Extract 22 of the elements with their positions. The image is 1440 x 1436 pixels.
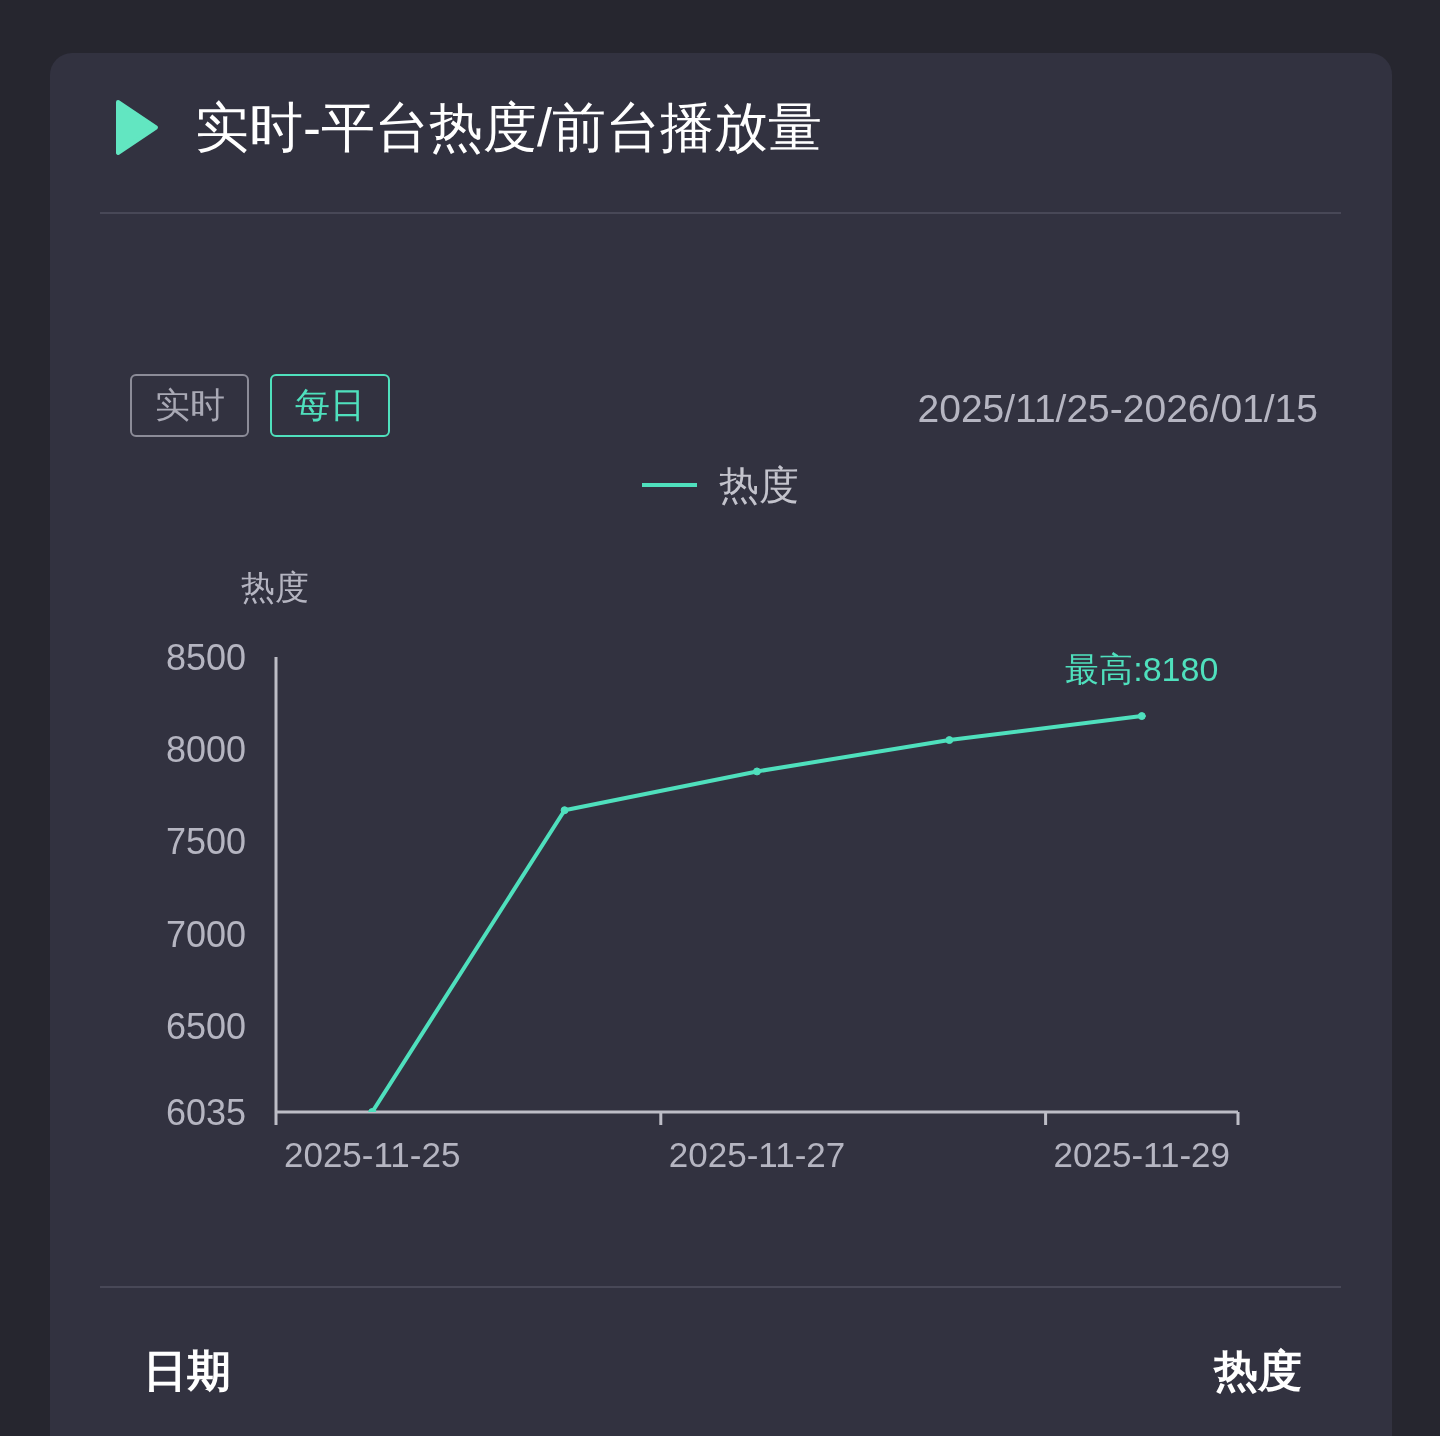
y-tick-label: 7000 bbox=[165, 913, 246, 955]
chart-subtitle: 2025/11/25-2026/01/15 bbox=[917, 386, 1318, 432]
y-tick-label: 8000 bbox=[165, 729, 246, 771]
point bbox=[560, 806, 569, 815]
x-tick-label: 2025-11-25 bbox=[283, 1135, 461, 1175]
y-tick-label: 6500 bbox=[165, 1005, 246, 1047]
legend-label: 热度 bbox=[718, 462, 799, 509]
x-tick-label: 2025-11-29 bbox=[1053, 1135, 1231, 1175]
y-tick-label: 6035 bbox=[165, 1091, 246, 1133]
annotation: 最高:8180 bbox=[1065, 650, 1219, 689]
text: 实时 bbox=[130, 374, 249, 437]
point bbox=[945, 736, 954, 745]
y-axis-title: 热度 bbox=[241, 567, 309, 608]
chart-title: 实时-平台热度/前台播放量 bbox=[195, 96, 822, 159]
y-tick-label: 7500 bbox=[165, 821, 246, 863]
point bbox=[753, 767, 761, 776]
y-tick-label: 8500 bbox=[165, 636, 246, 678]
point bbox=[1137, 712, 1146, 721]
text: 日期 bbox=[143, 1345, 231, 1397]
text: 热度 bbox=[1214, 1345, 1302, 1397]
x-tick-label: 2025-11-27 bbox=[668, 1135, 846, 1175]
text: 每日 bbox=[270, 374, 390, 437]
